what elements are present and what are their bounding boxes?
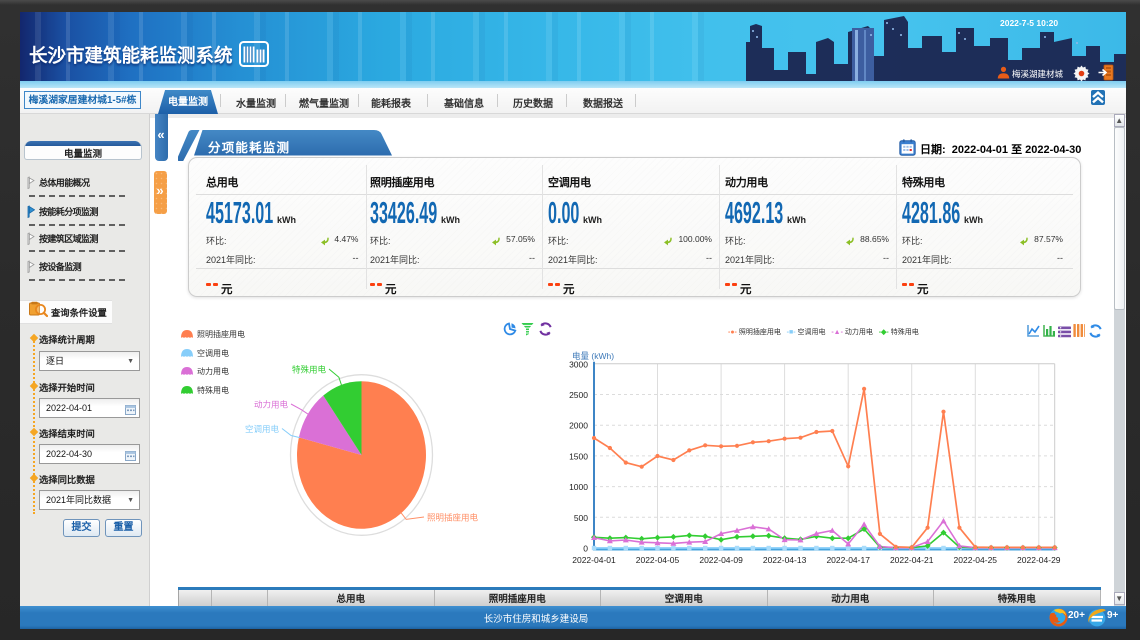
svg-text:3000: 3000 <box>569 359 588 369</box>
svg-text:1000: 1000 <box>569 482 588 492</box>
svg-text:2022-04-13: 2022-04-13 <box>763 555 807 565</box>
svg-text:500: 500 <box>574 513 588 523</box>
svg-text:空调用电: 空调用电 <box>245 424 280 434</box>
svg-text:2000: 2000 <box>569 421 588 431</box>
svg-text:照明插座用电: 照明插座用电 <box>427 513 479 523</box>
svg-text:2022-04-25: 2022-04-25 <box>954 555 998 565</box>
svg-text:2022-04-09: 2022-04-09 <box>699 555 743 565</box>
svg-text:2022-04-21: 2022-04-21 <box>890 555 934 565</box>
svg-text:2022-04-05: 2022-04-05 <box>636 555 680 565</box>
svg-text:2500: 2500 <box>569 390 588 400</box>
svg-text:1500: 1500 <box>569 451 588 461</box>
svg-text:动力用电: 动力用电 <box>254 400 289 410</box>
svg-text:2022-04-29: 2022-04-29 <box>1017 555 1061 565</box>
svg-text:2022-04-17: 2022-04-17 <box>826 555 870 565</box>
svg-text:2022-04-01: 2022-04-01 <box>572 555 616 565</box>
svg-text:0: 0 <box>583 544 588 554</box>
svg-text:特殊用电: 特殊用电 <box>292 365 327 375</box>
